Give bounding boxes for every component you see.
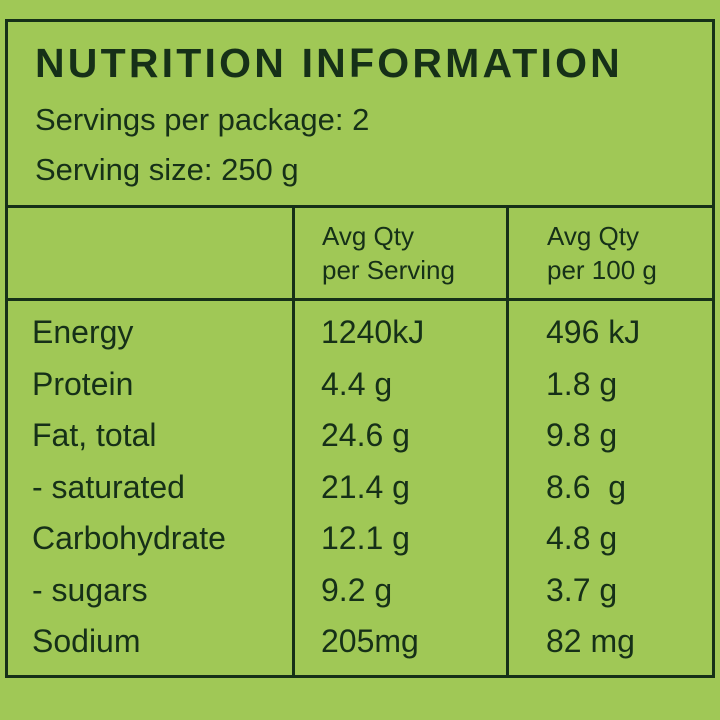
per-100g-value: 8.6 g bbox=[546, 469, 627, 505]
per-100g-value: 82 mg bbox=[546, 623, 635, 659]
per-serving-value: 24.6 g bbox=[321, 417, 410, 453]
header-per-100g: Avg Qty per 100 g bbox=[547, 221, 657, 285]
serving-size: Serving size: 250 g bbox=[35, 152, 299, 187]
per-serving-value: 12.1 g bbox=[321, 520, 410, 556]
nutrition-panel: NUTRITION INFORMATION Servings per packa… bbox=[5, 19, 715, 678]
nutrient-name: - saturated bbox=[32, 469, 185, 505]
per-serving-value: 1240kJ bbox=[321, 314, 425, 350]
per-serving-value: 21.4 g bbox=[321, 469, 410, 505]
nutrient-name: Carbohydrate bbox=[32, 520, 226, 556]
per-100g-value: 4.8 g bbox=[546, 520, 618, 556]
divider-header-bottom bbox=[8, 298, 712, 301]
divider-col-2 bbox=[506, 205, 509, 675]
divider-col-1 bbox=[292, 205, 295, 675]
panel-title: NUTRITION INFORMATION bbox=[35, 40, 623, 86]
per-serving-value: 9.2 g bbox=[321, 572, 393, 608]
nutrient-name: - sugars bbox=[32, 572, 148, 608]
nutrient-name: Fat, total bbox=[32, 417, 157, 453]
per-100g-value: 1.8 g bbox=[546, 366, 618, 402]
nutrient-name: Sodium bbox=[32, 623, 141, 659]
per-100g-value: 3.7 g bbox=[546, 572, 618, 608]
nutrient-name: Protein bbox=[32, 366, 134, 402]
nutrient-name: Energy bbox=[32, 314, 134, 350]
per-100g-value: 9.8 g bbox=[546, 417, 618, 453]
per-serving-value: 4.4 g bbox=[321, 366, 393, 402]
per-100g-value: 496 kJ bbox=[546, 314, 641, 350]
divider-header-top bbox=[8, 205, 712, 208]
header-per-serving: Avg Qty per Serving bbox=[322, 221, 455, 285]
per-serving-value: 205mg bbox=[321, 623, 419, 659]
servings-per-package: Servings per package: 2 bbox=[35, 102, 370, 137]
